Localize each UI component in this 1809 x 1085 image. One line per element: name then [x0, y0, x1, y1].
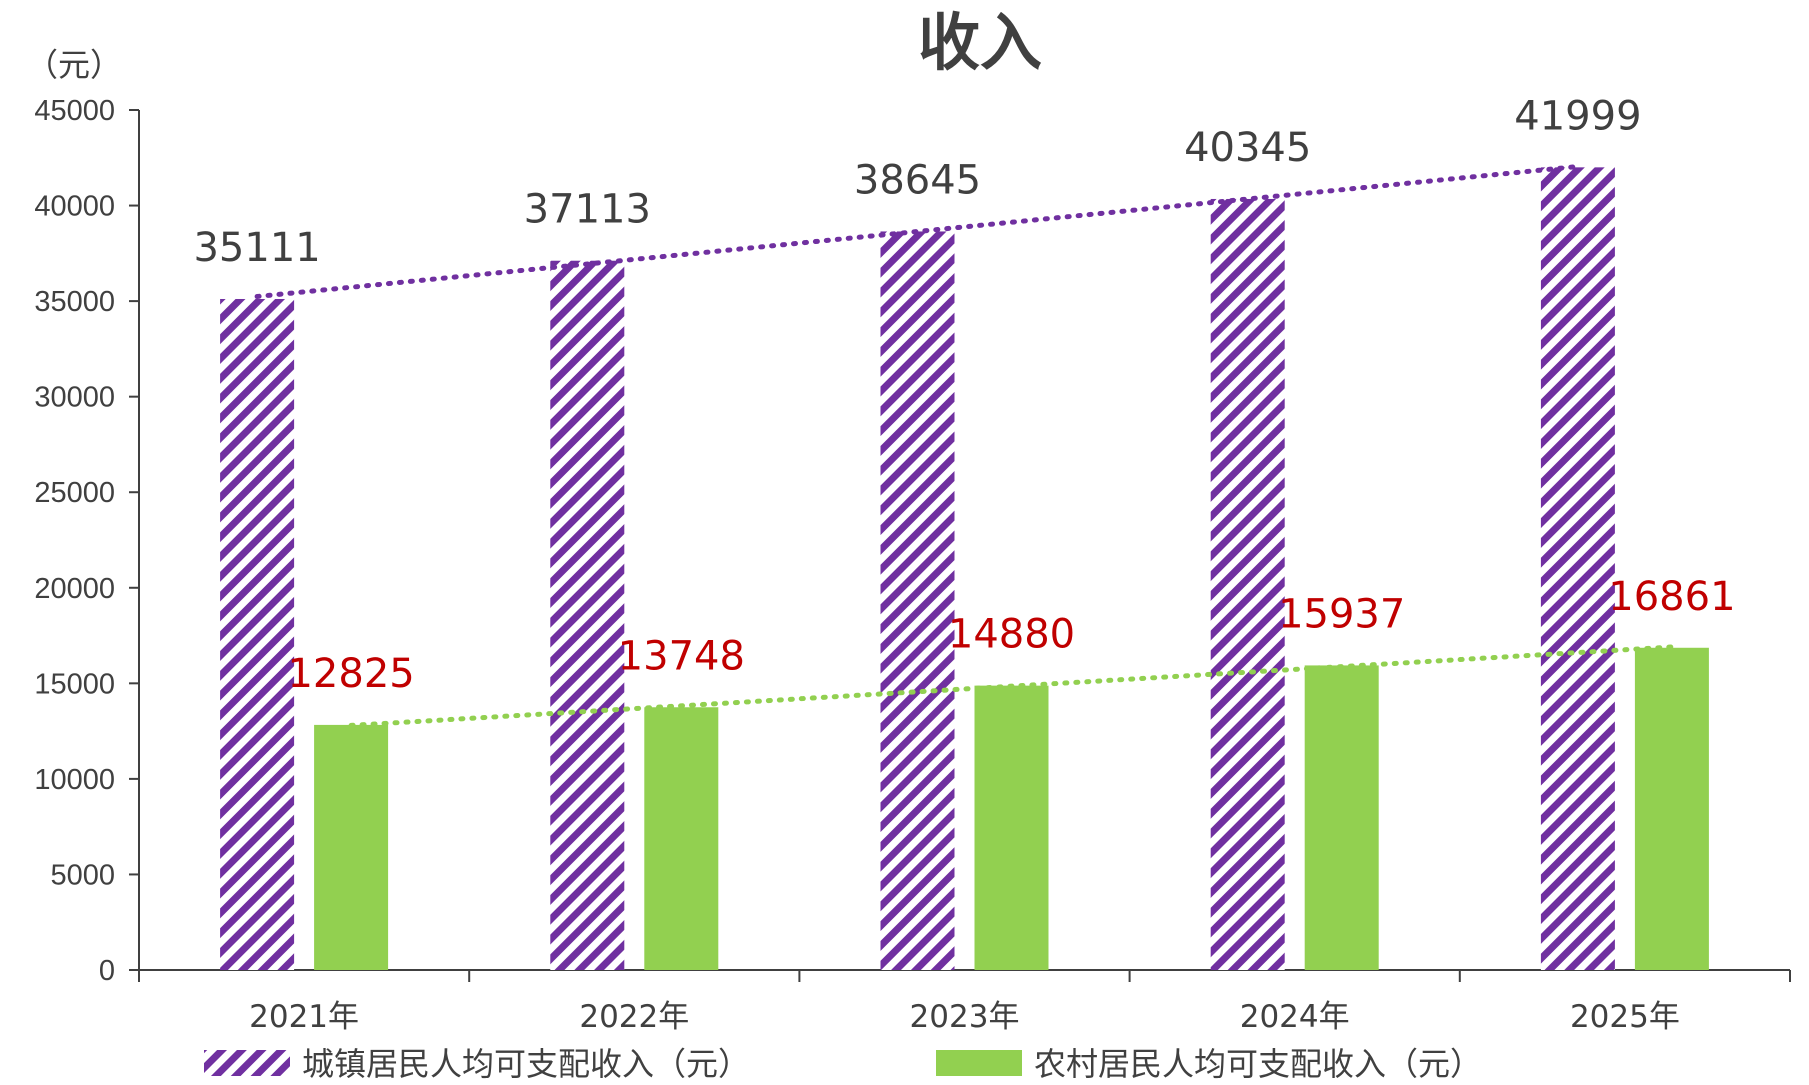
legend-swatch-urban	[204, 1050, 290, 1076]
y-tick-label: 25000	[34, 477, 115, 509]
y-tick-label: 30000	[34, 382, 115, 414]
data-label-urban: 40345	[1184, 125, 1311, 171]
data-label-rural: 13748	[618, 633, 745, 679]
bar-urban	[880, 231, 955, 970]
bar-urban	[1210, 198, 1285, 970]
y-tick-label: 5000	[50, 859, 115, 891]
y-tick-label: 10000	[34, 764, 115, 796]
bars	[220, 167, 1709, 971]
data-label-rural: 12825	[287, 651, 414, 697]
data-label-urban: 41999	[1514, 93, 1641, 139]
data-labels: 35111 37113 38645 40345 41999 12825 13748 14880…	[193, 93, 1735, 697]
data-label-urban: 35111	[193, 225, 320, 271]
trendline-rural	[348, 644, 1675, 728]
y-tick-label: 20000	[34, 573, 115, 605]
legend-label-urban: 城镇居民人均可支配收入（元）	[302, 1045, 750, 1083]
y-tick-label: 45000	[34, 95, 115, 127]
y-axis: 0 5000 10000 15000 20000 25000 30000 35000 40000…	[34, 95, 140, 987]
x-axis: 2021年 2022年 2023年 2024年 2025年	[138, 969, 1791, 1035]
y-tick-label: 40000	[34, 191, 115, 223]
data-label-rural: 16861	[1608, 574, 1735, 620]
y-axis-unit-label: （元）	[26, 46, 122, 84]
x-tick-label: 2023年	[910, 999, 1020, 1035]
y-tick-label: 35000	[34, 286, 115, 318]
chart-title: 收入	[918, 6, 1042, 79]
bar-rural	[1634, 647, 1709, 970]
bar-urban	[1540, 167, 1615, 971]
bar-urban	[550, 260, 625, 970]
data-label-urban: 37113	[524, 187, 651, 233]
bar-rural	[974, 685, 1049, 970]
legend-swatch-rural	[936, 1050, 1022, 1076]
bar-rural	[644, 707, 719, 970]
x-tick-label: 2024年	[1240, 999, 1350, 1035]
legend: 城镇居民人均可支配收入（元） 农村居民人均可支配收入（元）	[204, 1045, 1482, 1083]
legend-label-rural: 农村居民人均可支配收入（元）	[1034, 1045, 1482, 1083]
x-tick-label: 2021年	[249, 999, 359, 1035]
y-tick-label: 0	[99, 955, 115, 987]
data-label-urban: 38645	[854, 157, 981, 203]
x-tick-label: 2025年	[1570, 999, 1680, 1035]
x-tick-label: 2022年	[579, 999, 689, 1035]
trendline-urban	[254, 163, 1581, 300]
trendlines	[254, 163, 1675, 728]
data-label-rural: 15937	[1278, 591, 1405, 637]
bar-rural	[314, 724, 389, 970]
y-tick-label: 15000	[34, 668, 115, 700]
bar-rural	[1304, 665, 1379, 970]
data-label-rural: 14880	[948, 612, 1075, 658]
bar-urban	[220, 298, 295, 971]
